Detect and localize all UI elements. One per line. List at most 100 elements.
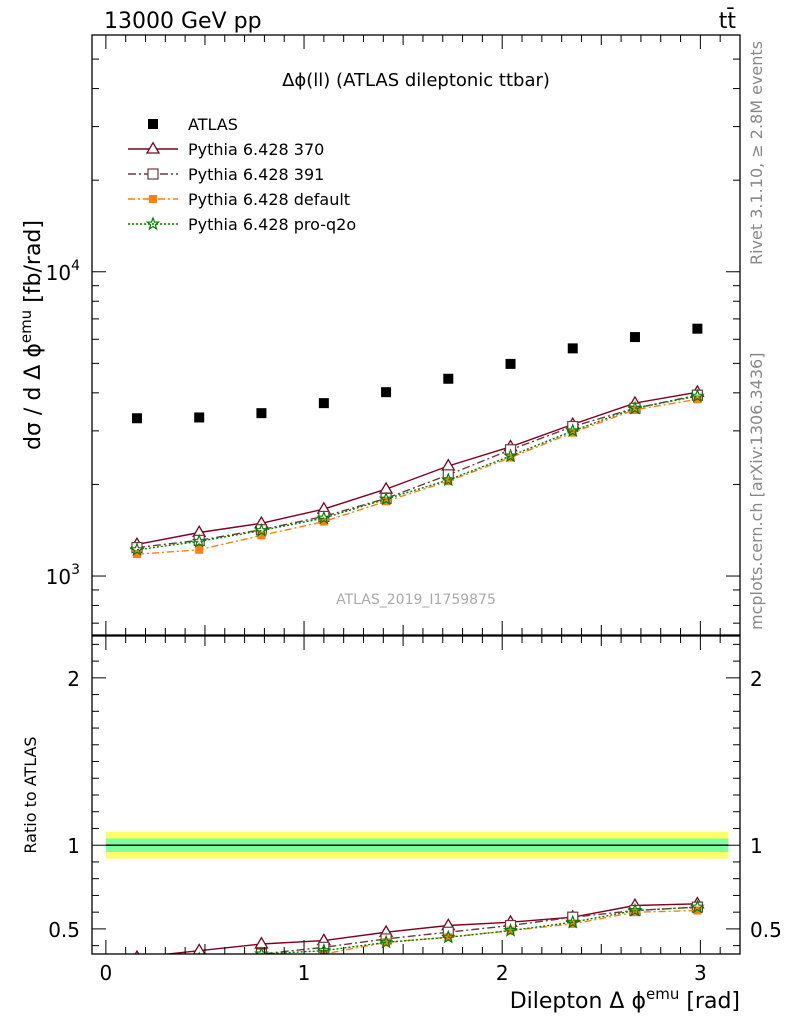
series-4-point	[440, 472, 456, 487]
y-axis-label: dσ / d Δ ϕemu [fb/rad]	[17, 220, 46, 450]
series-3-point	[195, 545, 204, 554]
series-1-line	[136, 391, 698, 546]
main-panel-frame	[91, 34, 741, 636]
y-tick-label-base: 10	[46, 565, 71, 589]
main-panel-data	[129, 323, 705, 559]
series-3-point	[568, 428, 577, 437]
legend-item-4-marker	[145, 216, 161, 231]
ratio-series-0-line	[161, 903, 698, 954]
header-left: 13000 GeV pp	[104, 9, 262, 34]
series-3-line	[136, 398, 698, 555]
ratio-series-1-point	[193, 953, 205, 954]
ratio-panel: 0.5 0.5 1 1 2 2 0 1 2 3 Ratio to ATLAS Dilepton Δ…	[21, 635, 782, 1014]
series-2-line	[136, 394, 698, 549]
x-axis-label-sup: emu	[646, 985, 679, 1003]
ratio-series-3-point	[440, 929, 456, 944]
series-4-point	[565, 423, 581, 438]
series-4-point	[316, 510, 332, 525]
series-0-point	[194, 412, 205, 423]
ratio-series-1-point	[132, 957, 142, 967]
ratio-series-2-point	[506, 926, 515, 935]
ratio-y-tick-label-left: 0.5	[48, 918, 80, 942]
x-tick-label: 1	[298, 961, 311, 985]
series-4-point	[690, 388, 705, 403]
x-axis-label-main: Dilepton Δ ϕ	[510, 989, 646, 1014]
series-0-point	[505, 358, 516, 369]
x-axis-label-unit: [rad]	[679, 989, 740, 1014]
series-0-point	[629, 332, 640, 343]
ratio-y-axis-label: Ratio to ATLAS	[21, 736, 40, 853]
ratio-series-2-point	[693, 906, 702, 915]
legend-item-2-marker	[147, 168, 159, 180]
legend-item-1-marker	[145, 141, 161, 154]
series-3-point	[257, 531, 266, 540]
ratio-series-3-point	[503, 922, 518, 937]
x-tick-label: 2	[496, 961, 509, 985]
y-axis-label-sup: emu	[17, 310, 35, 343]
y-axis-label-unit: [fb/rad]	[21, 220, 46, 310]
series-0-point	[381, 387, 392, 398]
series-0-point	[318, 398, 329, 409]
y-tick-label: 104	[46, 258, 80, 285]
legend-item-3-label: Pythia 6.428 default	[188, 190, 350, 209]
series-4-line	[136, 395, 698, 551]
series-0-point	[567, 343, 578, 354]
ratio-series-2-point	[195, 957, 203, 965]
legend: ATLAS Pythia 6.428 370 Pythia 6.428 391 Pyt…	[128, 115, 356, 234]
ratio-panel-frame	[91, 635, 741, 955]
mcplots-label: mcplots.cern.ch [arXiv:1306.3436]	[747, 353, 766, 630]
ratio-series-1-line	[252, 906, 698, 954]
ratio-series-2-point	[382, 938, 391, 947]
ratio-series-3-line	[252, 906, 698, 954]
series-4-point	[191, 533, 207, 548]
legend-item-3-marker	[149, 195, 157, 203]
legend-item-1-label: Pythia 6.428 370	[188, 140, 324, 159]
ratio-series-0-point	[134, 949, 140, 954]
x-tick-label: 3	[694, 961, 707, 985]
analysis-watermark: ATLAS_2019_I1759875	[336, 592, 496, 608]
series-3-point	[132, 550, 141, 559]
series-4-point	[503, 448, 518, 463]
ratio-series-3-point	[627, 902, 643, 917]
ratio-panel-axes: 0.5 0.5 1 1 2 2 0 1 2 3	[48, 636, 782, 985]
y-tick-label-exp: 3	[71, 562, 80, 578]
ratio-panel-data	[105, 831, 729, 968]
series-0-point	[692, 323, 703, 334]
header-right: tt̄	[719, 8, 737, 34]
series-0-point	[131, 413, 142, 424]
series-4-point	[627, 400, 643, 415]
ratio-y-tick-label-right: 1	[750, 834, 763, 858]
legend-item-0-label: ATLAS	[188, 115, 238, 134]
y-tick-label: 103	[46, 562, 80, 589]
rivet-version-label: Rivet 3.1.10, ≥ 2.8M events	[747, 41, 766, 265]
series-0-point	[443, 373, 454, 384]
ratio-series-2-point	[568, 919, 577, 928]
ratio-series-3-point	[254, 946, 269, 954]
ratio-y-tick-label-left: 2	[67, 667, 80, 691]
ratio-y-tick-label-right: 0.5	[750, 918, 782, 942]
ratio-series-2-line	[310, 909, 698, 954]
legend-item-2-label: Pythia 6.428 391	[188, 165, 324, 184]
ratio-series-3-point	[690, 899, 705, 914]
y-tick-label-exp: 4	[71, 258, 80, 274]
ratio-series-3-point	[565, 914, 581, 929]
y-tick-label-base: 10	[46, 261, 71, 285]
series-4-point	[378, 491, 394, 506]
series-3-point	[319, 517, 328, 526]
legend-item-4-label: Pythia 6.428 pro-q2o	[188, 215, 356, 234]
series-4-point	[129, 542, 145, 556]
series-0-point	[256, 408, 267, 419]
ratio-series-0-point	[192, 943, 206, 954]
chart-title: Δϕ(ll) (ATLAS dileptonic ttbar)	[282, 70, 550, 91]
x-axis-label: Dilepton Δ ϕemu [rad]	[510, 985, 740, 1014]
series-3-point	[630, 405, 639, 414]
ratio-series-3-point	[131, 956, 142, 967]
series-4-point	[254, 522, 269, 537]
ratio-y-tick-label-left: 1	[67, 834, 80, 858]
ratio-series-3-point	[378, 934, 394, 949]
y-axis-label-main: dσ / d Δ ϕ	[21, 343, 46, 450]
x-tick-label: 0	[100, 961, 113, 985]
ratio-series-2-point	[133, 960, 141, 968]
